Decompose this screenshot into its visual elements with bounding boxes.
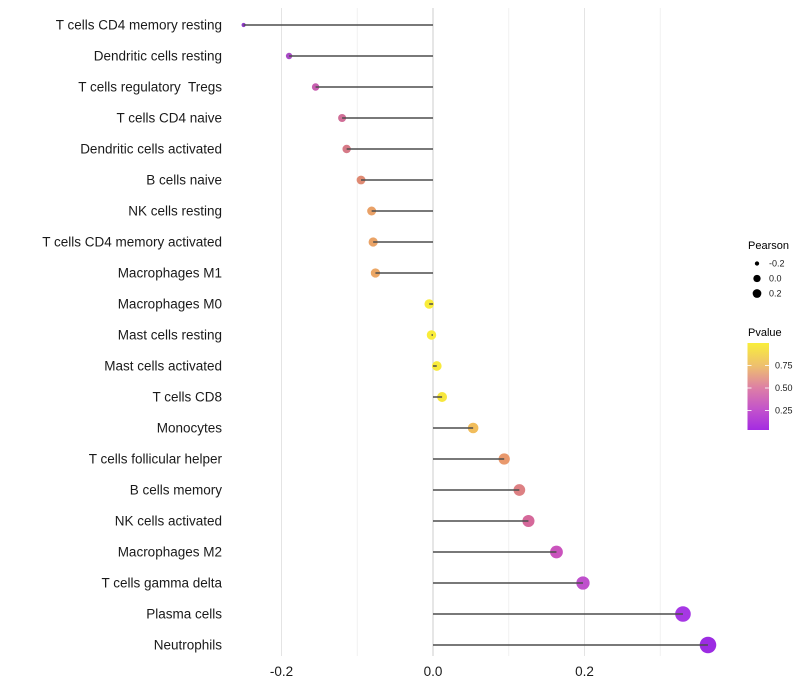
y-axis-label: Mast cells resting <box>118 328 222 343</box>
legend-size-dot <box>752 289 762 298</box>
data-point-dot <box>311 83 320 91</box>
y-axis-label: NK cells resting <box>128 204 222 219</box>
y-axis-label: Dendritic cells activated <box>80 142 222 157</box>
legend-size-title: Pearson <box>748 240 789 252</box>
y-axis-label: T cells regulatory Tregs <box>78 80 222 95</box>
legend-layer: Pearson -0.2 0.0 0.2 Pvalue 0.75 0.50 0.25 <box>747 240 793 430</box>
legend-size-dot <box>753 274 761 283</box>
grid-layer <box>281 8 661 656</box>
stems-layer <box>243 24 708 646</box>
data-point-dot <box>467 422 479 434</box>
y-axis-label: T cells follicular helper <box>89 452 223 467</box>
axis-layer: T cells CD4 memory resting Dendritic cell… <box>42 18 594 680</box>
legend-size-label: 0.0 <box>769 274 782 284</box>
legend-color-tick-label: 0.75 <box>775 361 793 371</box>
y-axis-label: T cells CD4 memory resting <box>56 18 222 33</box>
y-axis-label: T cells gamma delta <box>101 576 222 591</box>
legend-size-label: -0.2 <box>769 259 785 269</box>
y-axis-label: NK cells activated <box>115 514 222 529</box>
dots-layer <box>241 22 717 654</box>
y-axis-label: Macrophages M0 <box>118 297 222 312</box>
x-axis-tick-label: 0.0 <box>424 664 443 679</box>
y-axis-label: B cells memory <box>130 483 223 498</box>
y-axis-label: Monocytes <box>157 421 223 436</box>
legend-color-tick-label: 0.50 <box>775 383 793 393</box>
legend-color-tick-label: 0.25 <box>775 406 793 416</box>
y-axis-label: Macrophages M2 <box>118 545 222 560</box>
pvalue-gradient-bar <box>747 343 769 430</box>
y-axis-label: Plasma cells <box>146 607 222 622</box>
y-axis-label: Macrophages M1 <box>118 266 222 281</box>
y-axis-label: T cells CD4 memory activated <box>42 235 222 250</box>
x-axis-tick-label: 0.2 <box>575 664 594 679</box>
data-point-dot <box>342 144 351 154</box>
legend-size-label: 0.2 <box>769 289 782 299</box>
y-axis-label: B cells naive <box>146 173 222 188</box>
legend-color-title: Pvalue <box>748 327 782 339</box>
y-axis-label: Neutrophils <box>154 638 223 653</box>
y-axis-label: T cells CD4 naive <box>116 111 222 126</box>
y-axis-label: Mast cells activated <box>104 359 222 374</box>
y-axis-label: Dendritic cells resting <box>94 49 222 64</box>
y-axis-label: T cells CD8 <box>152 390 222 405</box>
legend-size-dot <box>754 261 760 266</box>
x-axis-tick-label: -0.2 <box>270 664 293 679</box>
